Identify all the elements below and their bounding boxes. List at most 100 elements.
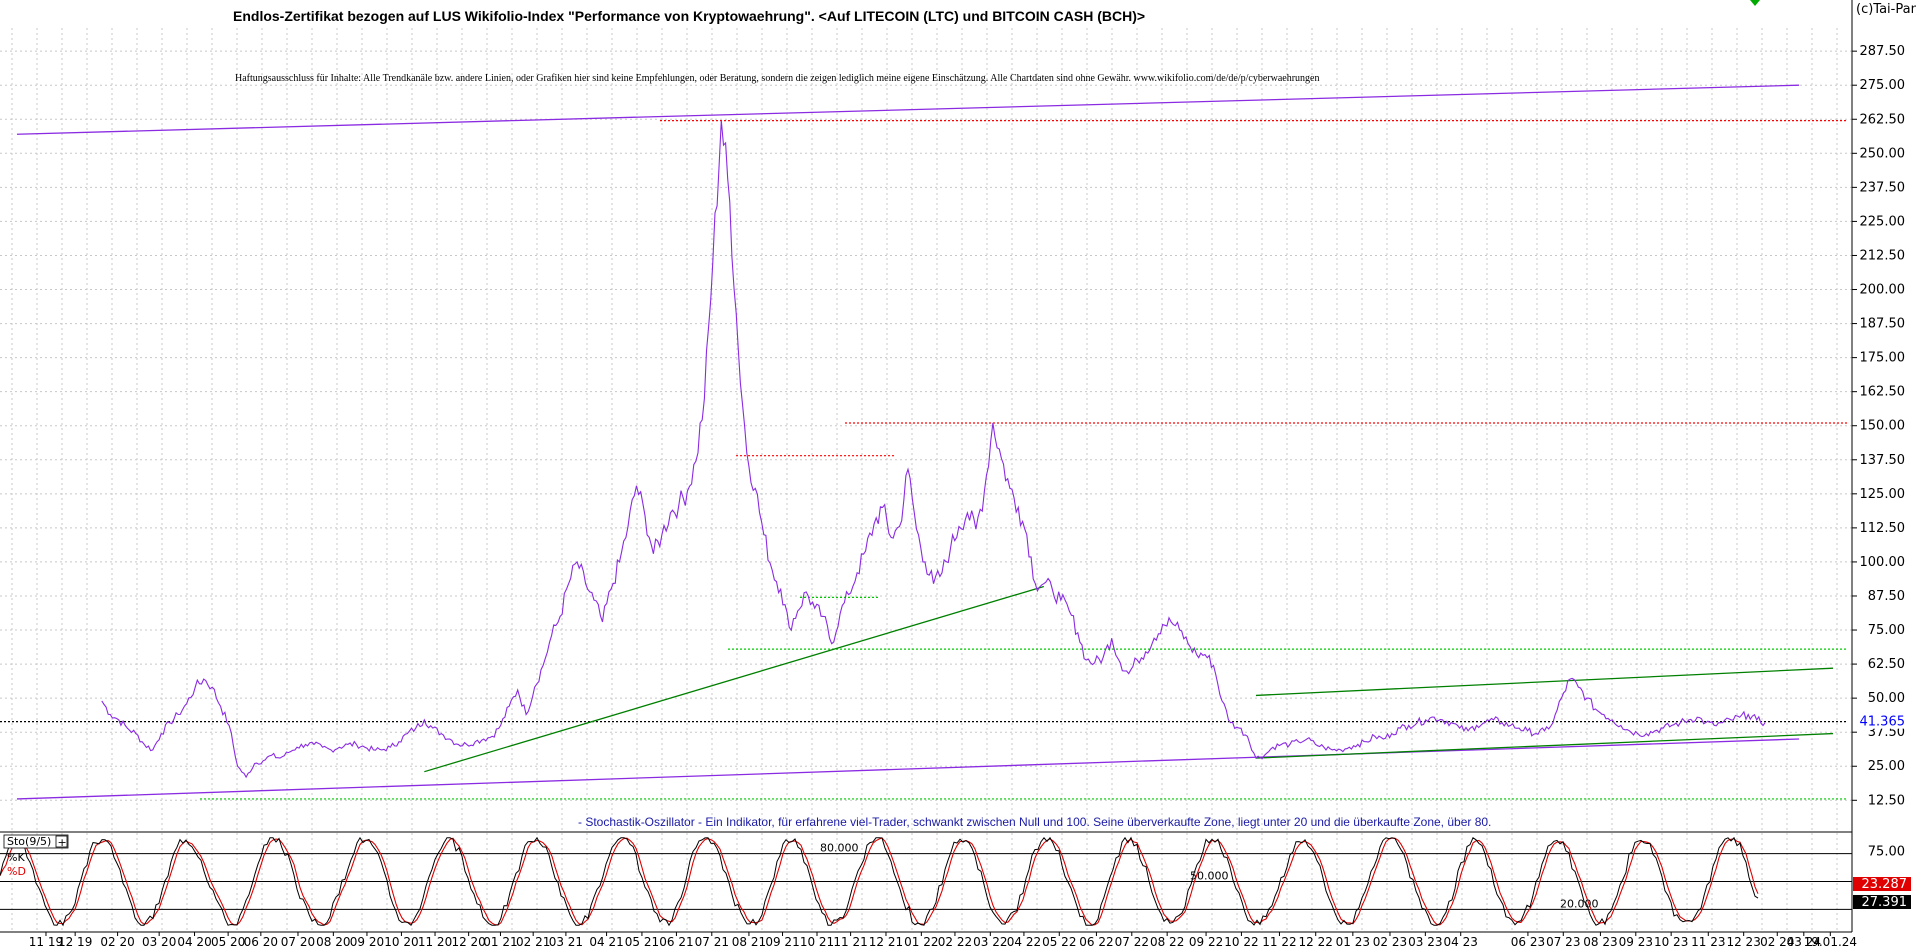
y-tick-label: 275.00 bbox=[1860, 78, 1906, 93]
y-tick-label: 262.50 bbox=[1860, 112, 1906, 127]
x-tick-label: 04 22 bbox=[1007, 935, 1041, 948]
k-value-label: 27.391 bbox=[1862, 895, 1908, 910]
x-tick-label: 07 20 bbox=[281, 935, 315, 948]
x-tick-label: 04 21 bbox=[589, 935, 623, 948]
trendline-upper_channel bbox=[16, 84, 1800, 135]
y-tick-label: 225.00 bbox=[1860, 214, 1906, 229]
y-tick-label: 37.50 bbox=[1868, 725, 1905, 740]
horizontal-levels bbox=[0, 120, 1848, 800]
oscillator-level-label: 50.000 bbox=[1190, 870, 1229, 883]
d-value-label: 23.287 bbox=[1862, 877, 1908, 892]
trendline-support bbox=[1255, 732, 1834, 759]
y-tick-label: 175.00 bbox=[1860, 351, 1906, 366]
y-tick-label: 62.50 bbox=[1868, 657, 1905, 672]
x-tick-label: 03 22 bbox=[973, 935, 1007, 948]
x-tick-label: 08 20 bbox=[316, 935, 350, 948]
x-tick-label: 07 23 bbox=[1546, 935, 1580, 948]
x-tick-label: 11 23 bbox=[1691, 935, 1725, 948]
y-tick-label: 250.00 bbox=[1860, 146, 1906, 161]
grid bbox=[0, 28, 1852, 932]
x-tick-label: 02 24 bbox=[1760, 935, 1794, 948]
x-tick-label: 03 20 bbox=[142, 935, 176, 948]
x-tick-label: 02 23 bbox=[1373, 935, 1407, 948]
x-tick-label: 08 22 bbox=[1150, 935, 1184, 948]
x-tick-label: 06 21 bbox=[659, 935, 693, 948]
x-tick-label: 09 22 bbox=[1189, 935, 1223, 948]
top-indicator-icon bbox=[1750, 0, 1760, 6]
oscillator-k-line bbox=[0, 836, 1759, 927]
x-tick-label: 12 21 bbox=[869, 935, 903, 948]
x-tick-label: 11 21 bbox=[833, 935, 867, 948]
x-tick-label: 05 21 bbox=[625, 935, 659, 948]
oscillator-description: - Stochastik-Oszillator - Ein Indikator,… bbox=[578, 815, 1491, 829]
trendline-support bbox=[424, 585, 1044, 773]
x-tick-label: 07 22 bbox=[1115, 935, 1149, 948]
oscillator-toggle-symbol: + bbox=[58, 836, 67, 849]
x-tick-label: 03 24 bbox=[1787, 935, 1821, 948]
y-tick-label: 287.50 bbox=[1860, 44, 1906, 59]
x-tick-label: 03 21 bbox=[549, 935, 583, 948]
oscillator-panel: 80.000 50.000 20.000 75.00 Sto(9/5) + %K%D 23.2… bbox=[0, 831, 1911, 927]
trendline-support bbox=[1255, 667, 1834, 697]
x-tick-label: 10 20 bbox=[384, 935, 418, 948]
x-tick-label: 19.01.24 bbox=[1804, 935, 1857, 948]
x-tick-label: 10 21 bbox=[800, 935, 834, 948]
chart-title: Endlos-Zertifikat bezogen auf LUS Wikifo… bbox=[233, 8, 1145, 24]
x-tick-label: 06 23 bbox=[1511, 935, 1545, 948]
y-tick-label: 25.00 bbox=[1868, 759, 1905, 774]
x-tick-label: 12 20 bbox=[451, 935, 485, 948]
y-tick-label: 237.50 bbox=[1860, 180, 1906, 195]
x-tick-label: 01 22 bbox=[904, 935, 938, 948]
trendlines bbox=[16, 84, 1834, 800]
y-tick-label: 200.00 bbox=[1860, 283, 1906, 298]
x-tick-label: 10 23 bbox=[1654, 935, 1688, 948]
x-tick-label: 11 19 bbox=[29, 935, 63, 948]
price-line bbox=[101, 120, 1766, 779]
x-tick-label: 05 22 bbox=[1042, 935, 1076, 948]
y-tick-label: 162.50 bbox=[1860, 385, 1906, 400]
price-series bbox=[101, 120, 1766, 779]
x-tick-label: 04 23 bbox=[1444, 935, 1478, 948]
disclaimer: Haftungsausschluss für Inhalte: Alle Tre… bbox=[235, 73, 1320, 84]
x-tick-label: 12 19 bbox=[58, 935, 92, 948]
x-tick-label: 09 23 bbox=[1619, 935, 1653, 948]
x-tick-label: 01 21 bbox=[483, 935, 517, 948]
x-tick-label: 10 22 bbox=[1224, 935, 1258, 948]
oscillator-panel-label: Sto(9/5) bbox=[7, 835, 51, 848]
k-value-box bbox=[1853, 895, 1911, 909]
copyright: (c)Tai-Pan bbox=[1856, 2, 1916, 17]
y-tick-label: 100.00 bbox=[1860, 555, 1906, 570]
oscillator-d-line bbox=[0, 837, 1759, 926]
x-tick-label: 01 23 bbox=[1336, 935, 1370, 948]
y-tick-label: 187.50 bbox=[1860, 317, 1906, 332]
x-tick-label: 09 20 bbox=[350, 935, 384, 948]
x-tick-label: 06 20 bbox=[244, 935, 278, 948]
last-value-label: 41.365 bbox=[1860, 715, 1906, 730]
x-tick-label: 11 22 bbox=[1262, 935, 1296, 948]
x-tick-label: 08 21 bbox=[732, 935, 766, 948]
y-tick-label: 125.00 bbox=[1860, 487, 1906, 502]
y-tick-label: 137.50 bbox=[1860, 453, 1906, 468]
x-tick-label: 09 21 bbox=[765, 935, 799, 948]
x-tick-label: 05 20 bbox=[211, 935, 245, 948]
oscillator-label-box bbox=[3, 834, 69, 849]
y-axis: 12.50 25.00 37.50 50.00 62.50 75.00 87.50 100.0… bbox=[1750, 0, 1911, 932]
oscillator-level-label: 20.000 bbox=[1560, 897, 1599, 910]
oscillator-toggle-button bbox=[55, 835, 68, 848]
k-legend: %K bbox=[7, 851, 25, 864]
oscillator-level-label: 80.000 bbox=[820, 842, 859, 855]
x-tick-label: 06 22 bbox=[1079, 935, 1113, 948]
y-tick-label: 50.00 bbox=[1868, 691, 1905, 706]
y-tick-label: 87.50 bbox=[1868, 589, 1905, 604]
trendline-lower_channel bbox=[16, 738, 1800, 800]
x-tick-label: 12 23 bbox=[1726, 935, 1760, 948]
x-tick-label: 08 23 bbox=[1583, 935, 1617, 948]
last-value-box bbox=[1853, 714, 1911, 729]
x-tick-label: 02 22 bbox=[938, 935, 972, 948]
y-tick-label: 212.50 bbox=[1860, 248, 1906, 263]
oscillator-axis-tick: 75.00 bbox=[1868, 844, 1905, 859]
x-tick-label: 03 23 bbox=[1408, 935, 1442, 948]
x-tick-label: 07 21 bbox=[695, 935, 729, 948]
